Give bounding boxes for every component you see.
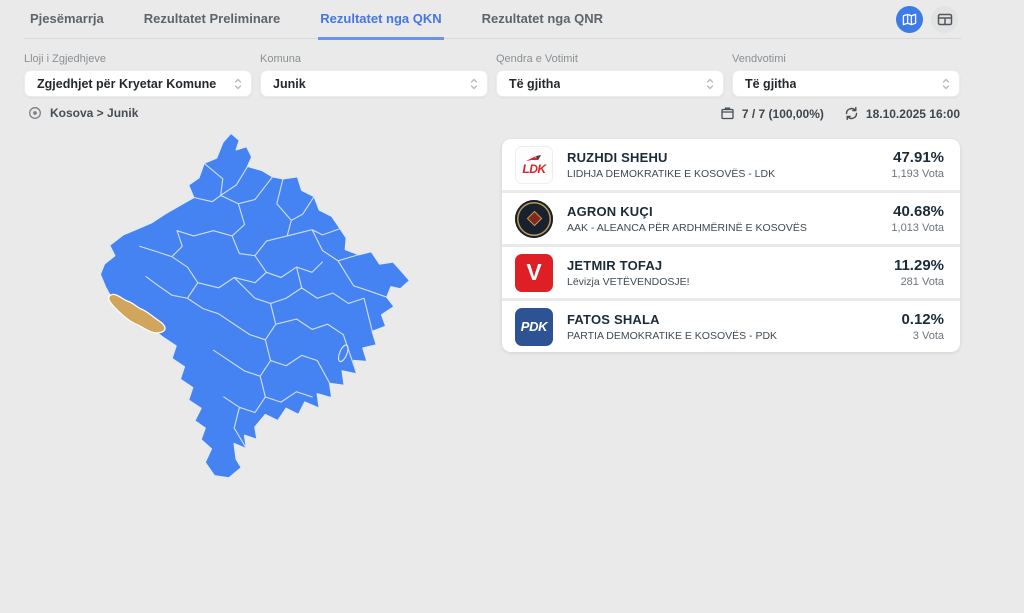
- result-percent: 47.91%: [893, 149, 944, 166]
- counted-stations-stat: 7 / 7 (100,00%): [720, 106, 824, 121]
- party-logo-text: PDK: [520, 319, 548, 334]
- party-logo: V: [515, 253, 553, 292]
- results-list: LDK RUZHDI SHEHU LIDHJA DEMOKRATIKE E KO…: [502, 139, 960, 352]
- map-icon: [901, 12, 918, 27]
- party-name: PARTIA DEMOKRATIKE E KOSOVËS - PDK: [567, 329, 778, 342]
- filter-label: Vendvotimi: [732, 53, 786, 65]
- party-logo-text: V: [526, 259, 542, 285]
- result-row[interactable]: V JETMIR TOFAJ Lëvizja VETËVENDOSJE! 11.…: [502, 247, 960, 298]
- votes-count: 1,013 Vota: [891, 222, 944, 234]
- stats-row: 7 / 7 (100,00%) 18.10.2025 16:00: [720, 106, 960, 121]
- map-view-button[interactable]: [896, 6, 923, 33]
- chevron-updown-icon: [706, 77, 714, 91]
- view-toggle: [896, 6, 958, 33]
- tab-pjesemarrja[interactable]: Pjesëmarrja: [30, 11, 104, 26]
- candidate-name: FATOS SHALA: [567, 311, 660, 327]
- ldk-arrow-icon: [526, 155, 541, 161]
- select-value: Junik: [273, 76, 306, 91]
- result-row[interactable]: AAK AGRON KUÇI AAK - ALEANCA PËR ARDHMËR…: [502, 193, 960, 244]
- filter-label: Qendra e Votimit: [496, 53, 578, 65]
- table-view-button[interactable]: [931, 6, 958, 33]
- party-name: Lëvizja VETËVENDOSJE!: [567, 275, 690, 288]
- votes-count: 3 Vota: [912, 330, 944, 342]
- candidate-name: AGRON KUÇI: [567, 203, 653, 219]
- tab-rezultatet-preliminare[interactable]: Rezultatet Preliminare: [143, 11, 281, 26]
- tab-bar: Pjesëmarrja Rezultatet Preliminare Rezul…: [24, 0, 961, 40]
- chevron-updown-icon: [234, 77, 242, 91]
- party-logo: AAK: [515, 199, 553, 238]
- table-icon: [937, 12, 953, 27]
- select-value: Të gjitha: [745, 76, 797, 91]
- municipality-select[interactable]: Junik: [260, 70, 488, 97]
- map-lake-detail: [337, 344, 349, 363]
- result-row[interactable]: PDK FATOS SHALA PARTIA DEMOKRATIKE E KOS…: [502, 301, 960, 352]
- votes-count: 281 Vota: [900, 276, 944, 288]
- filter-label: Komuna: [260, 53, 301, 65]
- filter-election-type: Lloji i Zgjedhjeve Zgjedhjet për Kryetar…: [24, 53, 252, 97]
- select-value: Të gjitha: [509, 76, 561, 91]
- breadcrumb-text: Kosova > Junik: [50, 106, 139, 120]
- location-pin-icon: [28, 106, 42, 120]
- filter-label: Lloji i Zgjedhjeve: [24, 53, 106, 65]
- map-country-shape[interactable]: [100, 132, 411, 479]
- voting-center-select[interactable]: Të gjitha: [496, 70, 724, 97]
- filters-row: Lloji i Zgjedhjeve Zgjedhjet për Kryetar…: [24, 53, 960, 97]
- select-value: Zgjedhjet për Kryetar Komune: [37, 76, 217, 91]
- party-logo: PDK: [515, 307, 553, 346]
- result-percent: 0.12%: [901, 311, 944, 328]
- result-percent: 11.29%: [893, 257, 944, 274]
- breadcrumb: Kosova > Junik: [28, 106, 138, 120]
- party-name: LIDHJA DEMOKRATIKE E KOSOVËS - LDK: [567, 167, 776, 180]
- counted-stations-text: 7 / 7 (100,00%): [741, 106, 824, 121]
- candidate-name: JETMIR TOFAJ: [567, 257, 663, 273]
- result-percent: 40.68%: [893, 203, 944, 220]
- filter-voting-center: Qendra e Votimit Të gjitha: [496, 53, 724, 97]
- result-row[interactable]: LDK RUZHDI SHEHU LIDHJA DEMOKRATIKE E KO…: [502, 139, 960, 190]
- filter-municipality: Komuna Junik: [260, 53, 488, 97]
- aak-emblem-icon: [526, 210, 542, 227]
- party-name: AAK - ALEANCA PËR ARDHMËRINË E KOSOVËS: [567, 221, 807, 234]
- candidate-name: RUZHDI SHEHU: [567, 149, 668, 165]
- votes-count: 1,193 Vota: [891, 168, 944, 180]
- party-logo-text: LDK: [522, 162, 546, 176]
- chevron-updown-icon: [942, 77, 950, 91]
- ballot-box-icon: [720, 106, 735, 121]
- party-logo: LDK: [515, 145, 553, 184]
- refresh-icon[interactable]: [844, 106, 859, 121]
- map-region-junik[interactable]: [108, 293, 166, 334]
- last-updated-text: 18.10.2025 16:00: [865, 106, 960, 121]
- polling-station-select[interactable]: Të gjitha: [732, 70, 960, 97]
- kosovo-map[interactable]: [100, 131, 412, 479]
- map-municipality-borders: [139, 162, 388, 450]
- election-type-select[interactable]: Zgjedhjet për Kryetar Komune: [24, 70, 252, 97]
- last-updated-stat: 18.10.2025 16:00: [844, 106, 960, 121]
- chevron-updown-icon: [470, 77, 478, 91]
- filter-polling-station: Vendvotimi Të gjitha: [732, 53, 960, 97]
- tab-rezultatet-nga-qkn[interactable]: Rezultatet nga QKN: [318, 0, 444, 40]
- tab-rezultatet-nga-qnr[interactable]: Rezultatet nga QNR: [481, 11, 603, 26]
